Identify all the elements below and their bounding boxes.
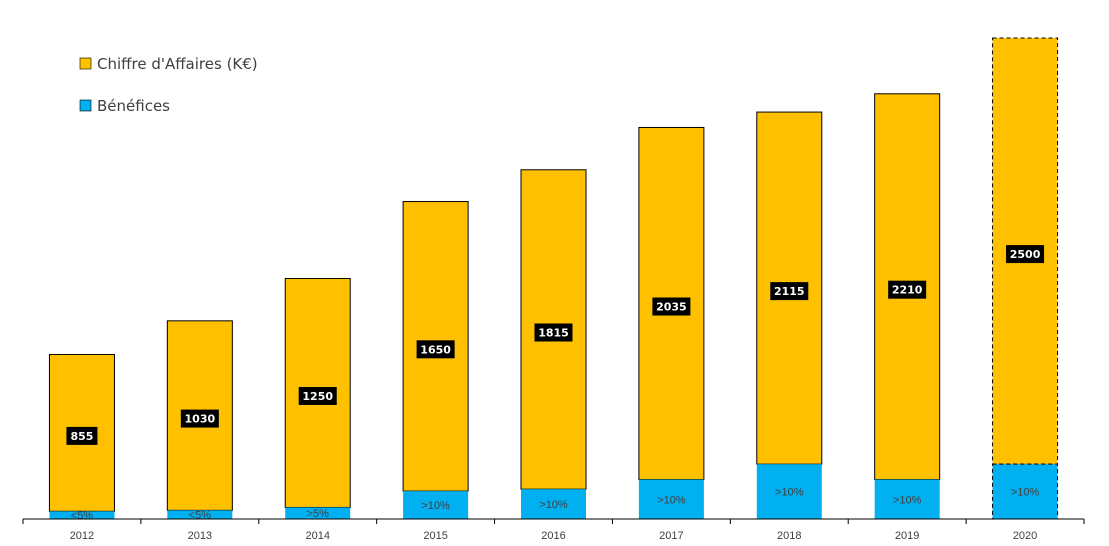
x-tick-label-2014: 2014 <box>305 530 329 542</box>
bar-profit-2017 <box>638 479 704 519</box>
profit-label-2017: >10% <box>657 494 686 506</box>
revenue-label-2014: 1250 <box>302 390 333 403</box>
x-tick-label-2019: 2019 <box>895 530 919 542</box>
bar-profit-2018 <box>756 464 822 519</box>
revenue-label-box-2014 <box>298 386 337 405</box>
revenue-label-box-2017 <box>652 297 691 316</box>
bar-profit-2019 <box>874 479 940 519</box>
data-labels-layer: 855 <5% 1030 <5% 1250 >5% 1650 >10% 1815 >10% 2035… <box>66 245 1045 522</box>
legend: Chiffre d'Affaires (K€) Bénéfices <box>79 55 258 115</box>
bar-profit-2020 <box>992 463 1059 520</box>
profit-label-2012: <5% <box>71 510 94 522</box>
legend-swatch-profit <box>79 99 92 112</box>
revenue-label-box-2012 <box>66 426 98 445</box>
x-tick-label-2015: 2015 <box>423 530 447 542</box>
revenue-label-box-2018 <box>770 282 809 301</box>
profit-label-2018: >10% <box>775 487 804 499</box>
legend-swatch-revenue <box>79 57 92 70</box>
x-tick-label-2016: 2016 <box>541 530 565 542</box>
bar-profit-2016 <box>521 489 586 519</box>
revenue-label-2018: 2115 <box>774 285 805 298</box>
revenue-label-2020: 2500 <box>1010 248 1041 261</box>
revenue-label-2012: 855 <box>70 430 93 443</box>
bars-layer <box>48 37 1059 520</box>
profit-label-2013: <5% <box>189 510 212 522</box>
revenue-label-box-2013 <box>180 409 219 428</box>
revenue-label-2015: 1650 <box>420 343 451 356</box>
revenue-label-box-2015 <box>416 340 455 359</box>
x-tick-label-2018: 2018 <box>777 530 801 542</box>
profit-label-2014: >5% <box>307 508 330 520</box>
revenue-label-box-2020 <box>1006 245 1045 264</box>
revenue-label-2013: 1030 <box>185 413 216 426</box>
profit-label-2015: >10% <box>421 500 450 512</box>
revenue-label-2019: 2210 <box>892 284 923 297</box>
legend-label-profit: Bénéfices <box>97 97 170 115</box>
profit-label-2016: >10% <box>539 499 568 511</box>
profit-label-2019: >10% <box>893 494 922 506</box>
x-tick-label-2020: 2020 <box>1013 530 1037 542</box>
x-tick-label-2012: 2012 <box>70 530 94 542</box>
revenue-label-2017: 2035 <box>656 301 687 314</box>
bar-profit-2015 <box>403 491 469 519</box>
revenue-label-box-2019 <box>888 280 927 299</box>
legend-label-revenue: Chiffre d'Affaires (K€) <box>97 55 258 73</box>
x-axis: 2012 2013 2014 2015 2016 2017 2018 2019 2020 <box>22 518 1085 542</box>
profit-label-2020: >10% <box>1011 487 1040 499</box>
bar-profit-2014 <box>285 507 351 519</box>
revenue-label-box-2016 <box>534 323 573 342</box>
bar-profit-2013 <box>167 510 233 519</box>
bar-profit-2012 <box>49 511 115 519</box>
revenue-label-2016: 1815 <box>538 326 569 339</box>
x-tick-label-2013: 2013 <box>188 530 212 542</box>
x-tick-label-2017: 2017 <box>659 530 683 542</box>
